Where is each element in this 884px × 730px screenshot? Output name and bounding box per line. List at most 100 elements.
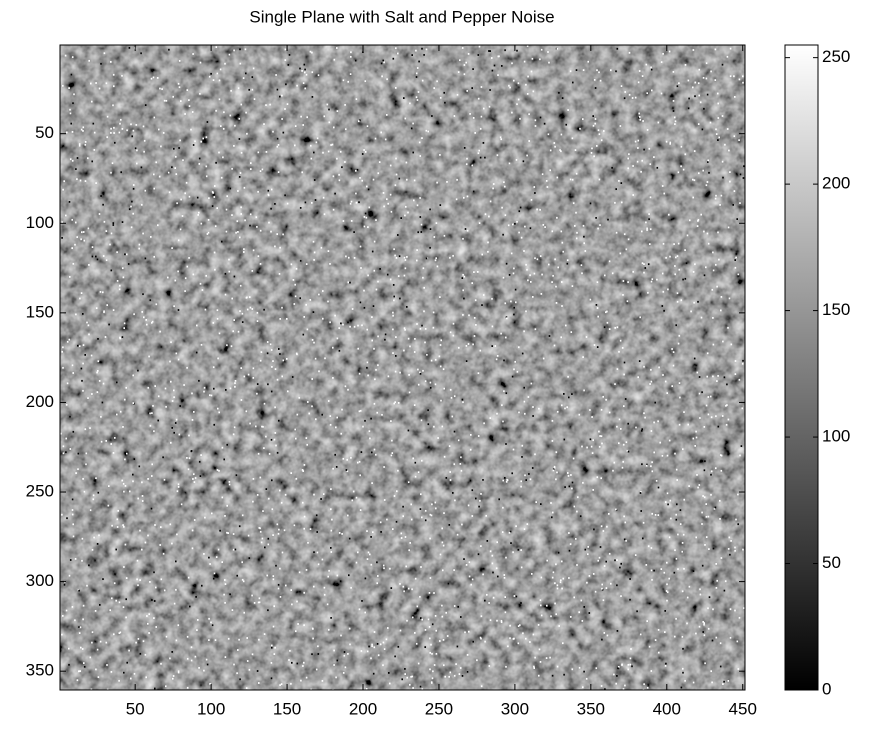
noise-pixel bbox=[91, 355, 93, 357]
noise-pixel bbox=[509, 87, 511, 89]
noise-pixel bbox=[445, 612, 447, 614]
noise-pixel bbox=[368, 552, 370, 554]
noise-pixel bbox=[374, 631, 376, 633]
noise-pixel bbox=[579, 414, 581, 416]
noise-pixel bbox=[699, 417, 701, 419]
noise-pixel bbox=[710, 396, 712, 398]
noise-pixel bbox=[455, 663, 457, 665]
noise-pixel bbox=[287, 390, 289, 392]
noise-pixel bbox=[277, 146, 279, 148]
noise-pixel bbox=[250, 162, 252, 164]
noise-pixel bbox=[626, 248, 628, 250]
noise-pixel bbox=[647, 687, 649, 689]
noise-pixel bbox=[694, 150, 696, 152]
noise-pixel bbox=[712, 640, 714, 642]
noise-pixel bbox=[163, 132, 165, 134]
noise-pixel bbox=[360, 267, 362, 269]
noise-pixel bbox=[485, 213, 487, 215]
noise-pixel bbox=[562, 97, 564, 99]
noise-pixel bbox=[509, 637, 511, 639]
noise-pixel bbox=[349, 628, 351, 630]
noise-pixel bbox=[189, 457, 191, 459]
noise-pixel bbox=[241, 104, 243, 106]
noise-pixel bbox=[590, 203, 592, 205]
noise-pixel bbox=[226, 344, 228, 346]
noise-pixel bbox=[674, 636, 676, 638]
noise-pixel bbox=[137, 498, 139, 500]
noise-pixel bbox=[72, 509, 74, 511]
noise-pixel bbox=[124, 253, 126, 255]
noise-pixel bbox=[597, 307, 599, 309]
noise-pixel bbox=[278, 420, 280, 422]
noise-pixel bbox=[429, 592, 431, 594]
noise-pixel bbox=[103, 311, 105, 313]
noise-pixel bbox=[665, 501, 667, 503]
noise-pixel bbox=[213, 578, 215, 580]
noise-pixel bbox=[377, 336, 379, 338]
noise-pixel bbox=[152, 321, 154, 323]
noise-pixel bbox=[558, 625, 560, 627]
noise-pixel bbox=[203, 391, 205, 393]
noise-pixel bbox=[468, 53, 470, 55]
noise-pixel bbox=[582, 620, 584, 622]
noise-pixel bbox=[69, 109, 71, 111]
noise-pixel bbox=[688, 98, 690, 100]
noise-pixel bbox=[379, 161, 381, 163]
noise-pixel bbox=[250, 213, 252, 215]
noise-pixel bbox=[367, 558, 369, 560]
noise-pixel bbox=[441, 528, 443, 530]
noise-pixel bbox=[568, 397, 570, 399]
noise-pixel bbox=[500, 136, 502, 138]
noise-pixel bbox=[241, 152, 243, 154]
noise-pixel bbox=[182, 215, 184, 217]
noise-pixel bbox=[599, 133, 601, 135]
noise-pixel bbox=[391, 440, 393, 442]
noise-pixel bbox=[368, 646, 370, 648]
noise-pixel bbox=[159, 544, 161, 546]
noise-pixel bbox=[264, 633, 266, 635]
noise-pixel bbox=[318, 294, 320, 296]
noise-pixel bbox=[681, 551, 683, 553]
noise-pixel bbox=[61, 514, 63, 516]
noise-pixel bbox=[603, 599, 605, 601]
noise-pixel bbox=[710, 670, 712, 672]
noise-pixel bbox=[237, 231, 239, 233]
noise-pixel bbox=[278, 171, 280, 173]
noise-pixel bbox=[311, 405, 313, 407]
noise-pixel bbox=[478, 506, 480, 508]
noise-pixel bbox=[611, 167, 613, 169]
noise-pixel bbox=[257, 383, 259, 385]
noise-pixel bbox=[592, 115, 594, 117]
noise-pixel bbox=[561, 231, 563, 233]
noise-pixel bbox=[77, 679, 79, 681]
noise-pixel bbox=[676, 558, 678, 560]
noise-pixel bbox=[111, 233, 113, 235]
noise-pixel bbox=[591, 416, 593, 418]
noise-pixel bbox=[254, 602, 256, 604]
noise-pixel bbox=[707, 607, 709, 609]
noise-pixel bbox=[685, 278, 687, 280]
noise-pixel bbox=[493, 183, 495, 185]
noise-pixel bbox=[278, 348, 280, 350]
noise-pixel bbox=[81, 292, 83, 294]
noise-pixel bbox=[72, 56, 74, 58]
noise-pixel bbox=[484, 641, 486, 643]
noise-pixel bbox=[83, 344, 85, 346]
noise-pixel bbox=[641, 430, 643, 432]
noise-pixel bbox=[554, 466, 556, 468]
noise-pixel bbox=[375, 138, 377, 140]
noise-pixel bbox=[684, 249, 686, 251]
noise-pixel bbox=[498, 498, 500, 500]
noise-pixel bbox=[142, 293, 144, 295]
noise-pixel bbox=[614, 327, 616, 329]
noise-pixel bbox=[524, 226, 526, 228]
noise-pixel bbox=[430, 228, 432, 230]
noise-pixel bbox=[589, 575, 591, 577]
noise-pixel bbox=[620, 428, 622, 430]
noise-pixel bbox=[194, 519, 196, 521]
noise-pixel bbox=[568, 532, 570, 534]
noise-pixel bbox=[335, 677, 337, 679]
noise-pixel bbox=[503, 360, 505, 362]
noise-pixel bbox=[481, 86, 483, 88]
noise-pixel bbox=[621, 664, 623, 666]
